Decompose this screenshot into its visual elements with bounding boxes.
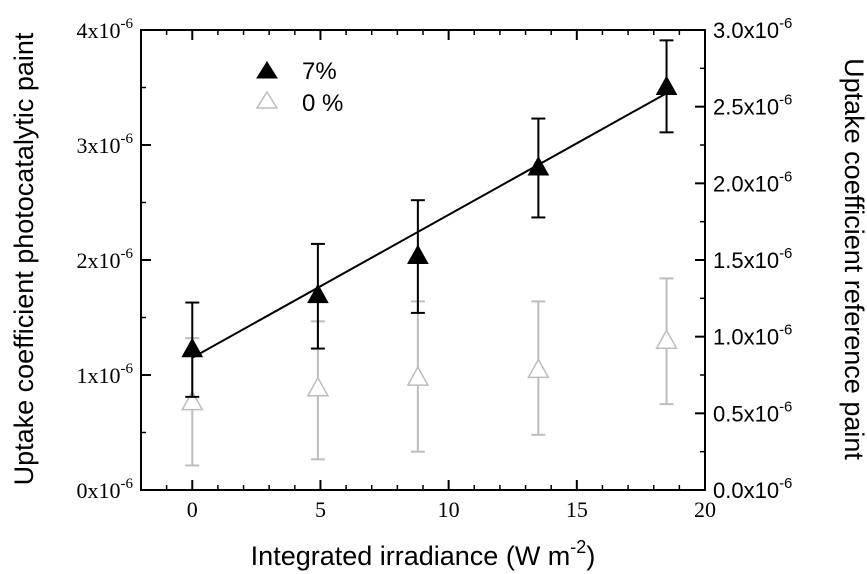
legend-label-series-1: 7% bbox=[302, 58, 337, 85]
x-tick-label: 10 bbox=[438, 497, 460, 522]
y-left-tick-label: 2x10-6 bbox=[77, 246, 134, 273]
legend-marker-open-triangle bbox=[255, 90, 279, 109]
y-right-tick-label: 1.0x10-6 bbox=[713, 322, 792, 350]
data-point bbox=[655, 328, 678, 350]
legend-label-series-2: 0 % bbox=[302, 90, 343, 117]
legend: 7% 0 % bbox=[255, 58, 343, 117]
y-left-tick-label: 0x10-6 bbox=[77, 476, 134, 503]
x-tick-label: 15 bbox=[566, 497, 588, 522]
y-right-tick-label: 2.0x10-6 bbox=[713, 168, 792, 196]
data-point bbox=[655, 75, 678, 95]
data-point bbox=[527, 357, 550, 379]
y-right-tick-label: 0.0x10-6 bbox=[713, 475, 792, 503]
x-tick-label: 0 bbox=[187, 497, 198, 522]
y-right-axis-title: Uptake coefficient reference paint bbox=[839, 58, 867, 460]
data-point bbox=[307, 283, 329, 304]
y-right-tick-label: 1.5x10-6 bbox=[713, 245, 792, 273]
plot-frame bbox=[140, 29, 706, 491]
x-tick-label: 5 bbox=[315, 497, 326, 522]
y-left-tick-label: 3x10-6 bbox=[77, 131, 134, 158]
data-point bbox=[306, 376, 330, 397]
fit-line bbox=[191, 92, 668, 359]
x-tick-label: 20 bbox=[694, 497, 716, 522]
y-right-tick-label: 2.5x10-6 bbox=[713, 92, 792, 120]
series-1 bbox=[181, 39, 678, 398]
data-point bbox=[407, 244, 429, 265]
plot-layer: 0 5 10 15 20 0x10-6 1x10-6 2x10-6 3x10-6 4x10-6 0.… bbox=[77, 15, 793, 522]
series-2 bbox=[180, 277, 678, 467]
legend-marker-filled-triangle bbox=[256, 61, 278, 79]
y-left-tick-label: 1x10-6 bbox=[77, 361, 134, 388]
x-axis-title: Integrated irradiance (W m-2) bbox=[251, 537, 596, 571]
y-right-tick-label: 0.5x10-6 bbox=[713, 398, 792, 426]
y-left-tick-label: 4x10-6 bbox=[77, 16, 134, 43]
data-point bbox=[406, 365, 430, 386]
y-left-axis-title: Uptake coefficient photocatalytic paint bbox=[9, 32, 39, 485]
data-point bbox=[527, 155, 550, 176]
data-point bbox=[180, 390, 204, 411]
y-right-tick-label: 3.0x10-6 bbox=[713, 15, 792, 43]
